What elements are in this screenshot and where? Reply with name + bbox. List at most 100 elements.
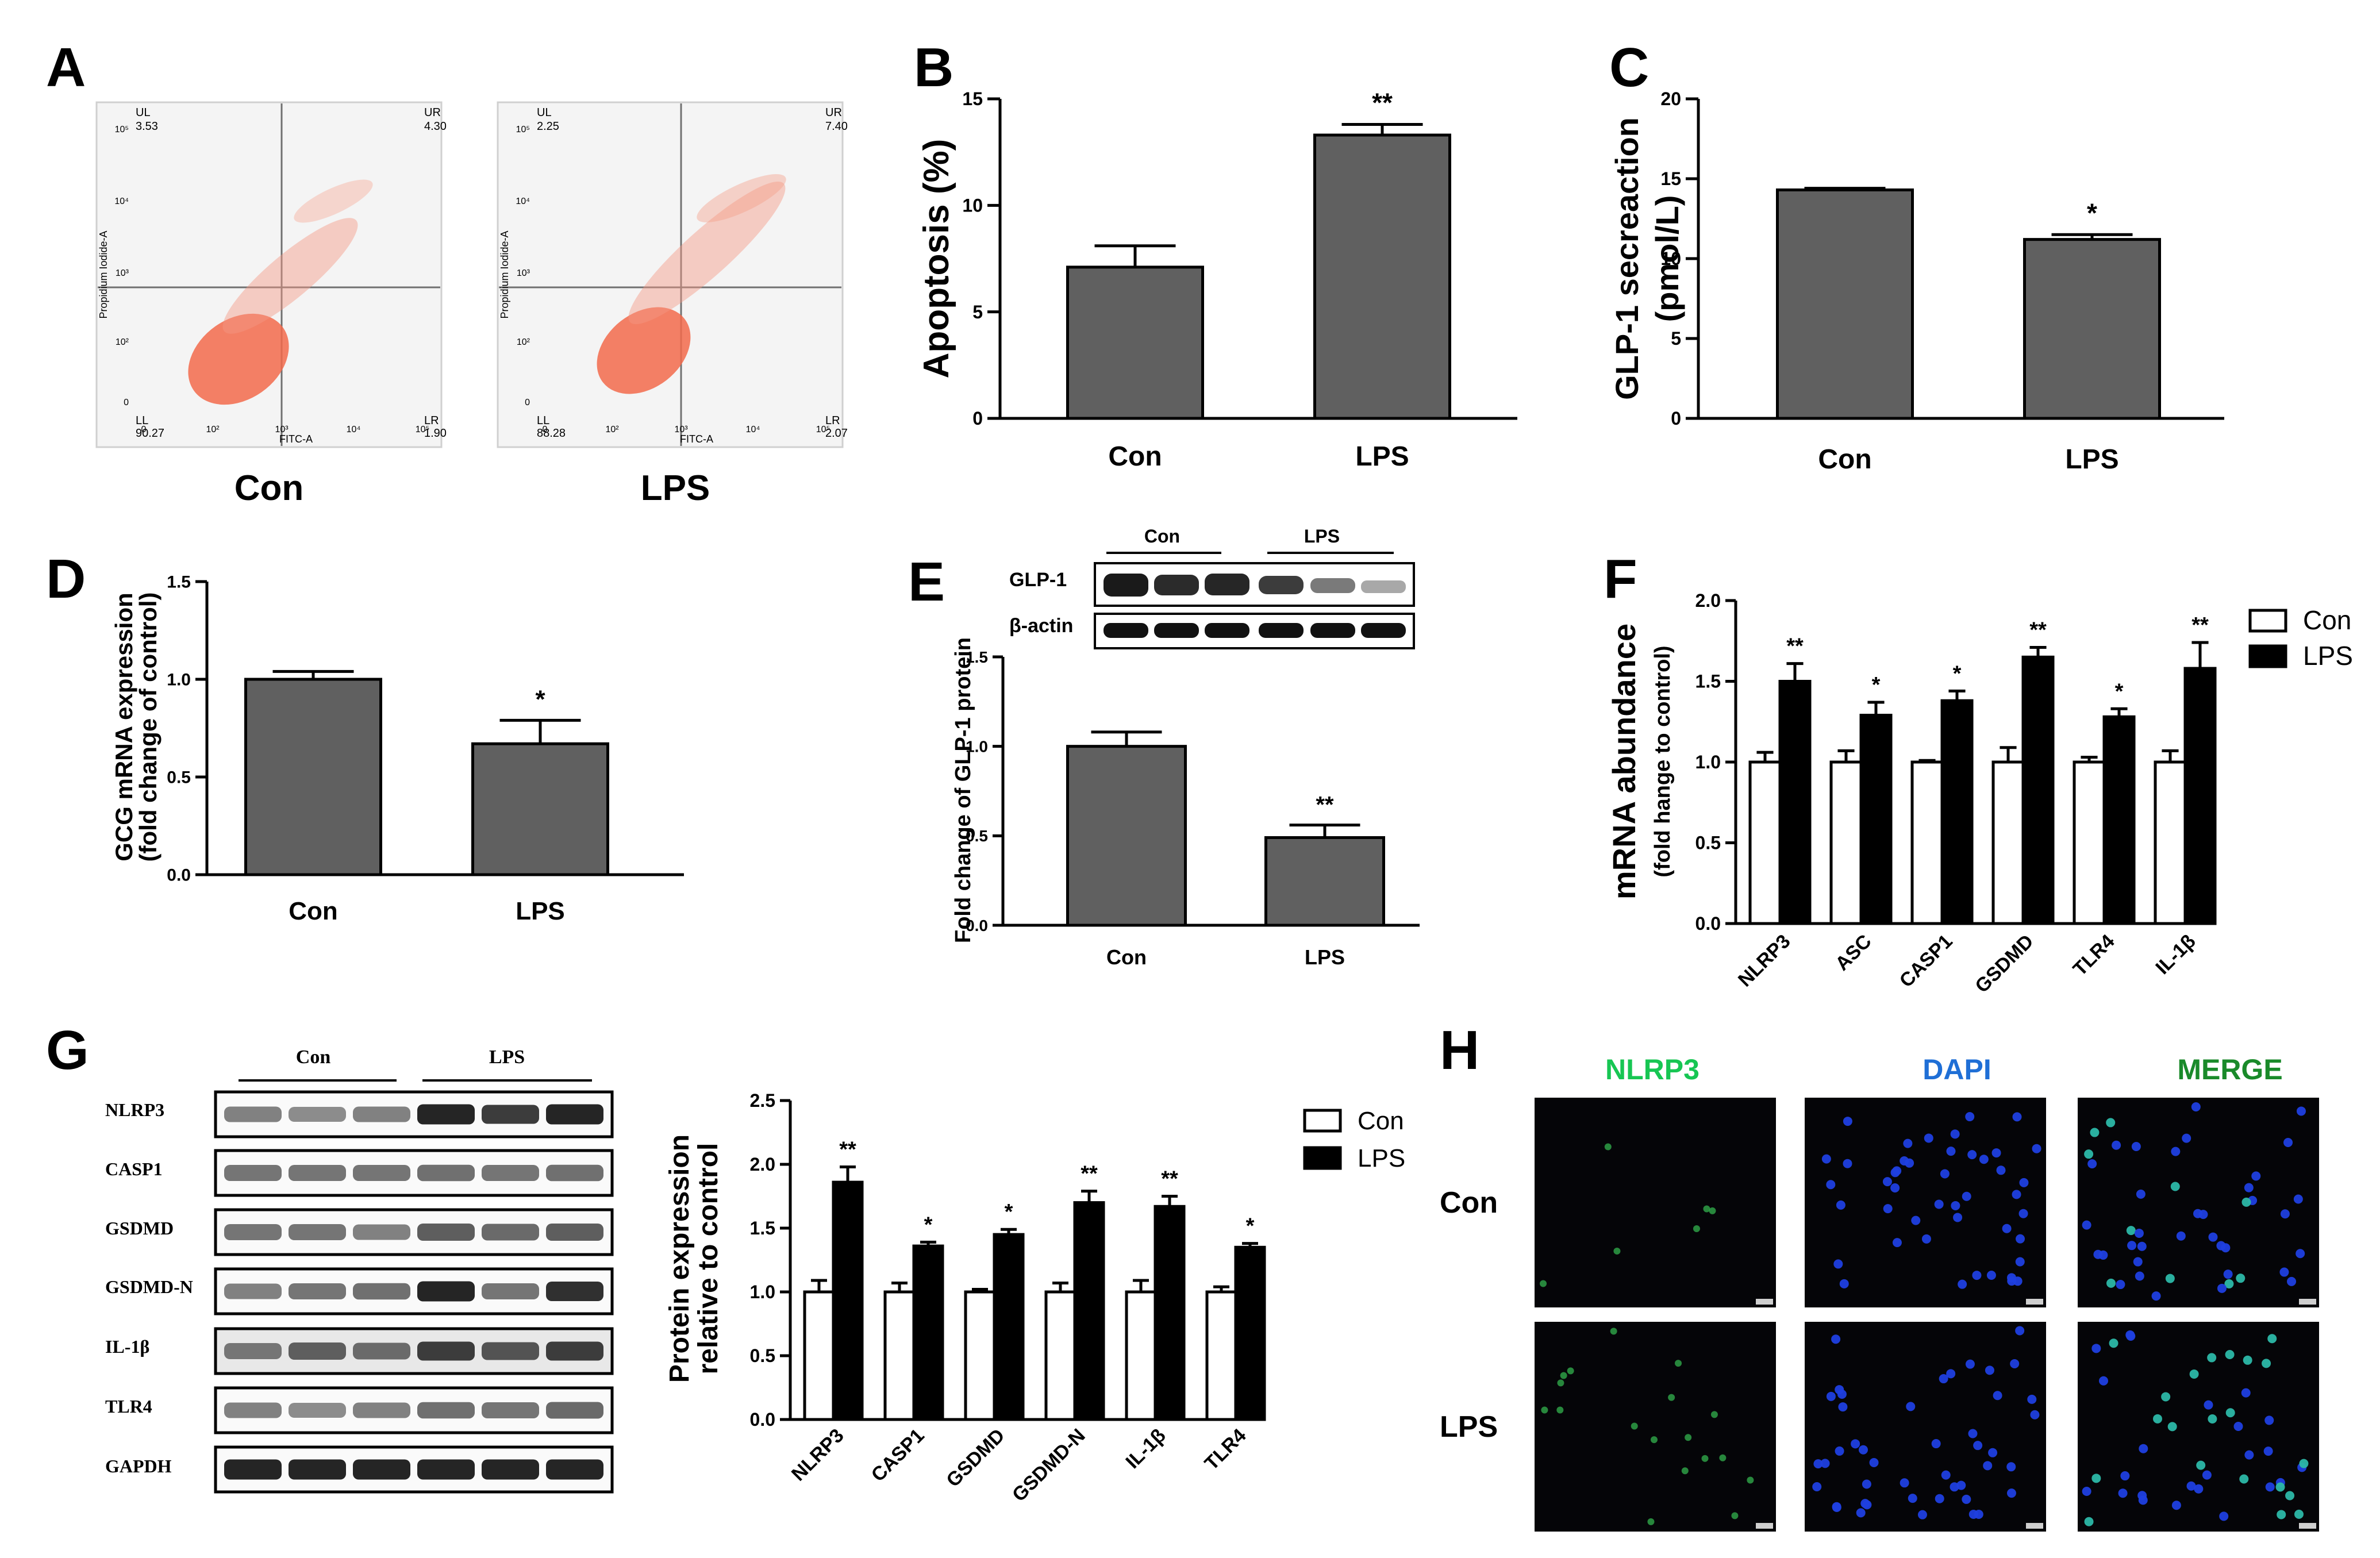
- blot-band: [224, 1224, 282, 1240]
- cell-spot: [1882, 1177, 1892, 1187]
- cell-spot: [2244, 1450, 2254, 1460]
- cell-spot: [1890, 1183, 1900, 1193]
- panel-letter: F: [1604, 548, 1637, 610]
- cell-spot: [1958, 1279, 1967, 1289]
- cell-spot: [1996, 1165, 2006, 1175]
- cell-spot: [1693, 1225, 1700, 1233]
- blot-band: [546, 1164, 603, 1182]
- cell-spot: [1826, 1180, 1836, 1190]
- bar-con: [1205, 1290, 1237, 1421]
- quadrant-ll-label: LL: [537, 414, 549, 427]
- cell-spot: [2106, 1278, 2116, 1288]
- bar-lps: [1073, 1201, 1105, 1421]
- cell-spot: [2099, 1376, 2109, 1386]
- blot-band: [482, 1165, 539, 1181]
- cell-spot: [1869, 1458, 1879, 1468]
- legend-swatch-con: [1303, 1109, 1342, 1133]
- y-axis-label: Fold change of GLP-1 protein: [951, 637, 975, 943]
- flow-plot-frame: [95, 101, 443, 448]
- cell-spot: [2204, 1400, 2213, 1410]
- legend-label-con: Con: [1358, 1107, 1404, 1135]
- y-tick-label: 1.0: [167, 671, 191, 690]
- flow-y-tick: 10²: [116, 337, 129, 347]
- blot-band: [482, 1105, 539, 1124]
- cell-spot: [2091, 1344, 2101, 1353]
- cell-population-spread: [222, 218, 358, 334]
- cell-spot: [2207, 1353, 2217, 1363]
- flow-y-label: Propidium Iodide-A: [499, 230, 510, 318]
- x-category-label: CASP1: [1895, 930, 1957, 992]
- blot-band: [353, 1165, 410, 1181]
- y-tick-label: 0: [972, 408, 983, 429]
- panel-letter: E: [908, 551, 945, 613]
- blot-bands-beta-actin: [1104, 623, 1406, 638]
- cell-spot: [2016, 1234, 2025, 1244]
- blot-label: CASP1: [105, 1159, 163, 1179]
- blot-band: [1361, 580, 1406, 593]
- cell-spot: [2243, 1355, 2252, 1365]
- y-axis-label: Protein expression: [664, 1134, 695, 1383]
- x-category-label: LPS: [2065, 444, 2118, 475]
- significance-marker: **: [2029, 618, 2047, 642]
- cell-spot: [2194, 1484, 2204, 1494]
- panel-letter: C: [1609, 37, 1649, 98]
- y-tick-label: 0.5: [966, 827, 988, 845]
- cell-spot: [1839, 1279, 1849, 1288]
- y-tick-label: 20: [1660, 89, 1681, 109]
- cell-spot: [1991, 1148, 2001, 1158]
- y-tick-label: 10: [1660, 248, 1681, 269]
- flow-y-tick: 10⁵: [115, 125, 129, 134]
- cell-spot: [1931, 1439, 1941, 1449]
- bar-lps: [832, 1180, 864, 1421]
- cell-spot: [2251, 1171, 2261, 1181]
- significance-marker: **: [1161, 1167, 1178, 1191]
- significance-marker: **: [1316, 793, 1334, 818]
- panel-letter-h: H: [1440, 1020, 1479, 1081]
- cell-spot: [2012, 1112, 2022, 1122]
- cell-spot: [1541, 1406, 1548, 1414]
- blot-band: [1154, 575, 1199, 595]
- blot-band: [546, 1341, 603, 1361]
- cell-spot: [1962, 1191, 1971, 1201]
- bar-con: [964, 1290, 996, 1421]
- blot-band: [1154, 623, 1199, 638]
- cell-spot: [1862, 1500, 1872, 1510]
- cell-spot: [1908, 1494, 1917, 1503]
- blot-group-label-lps: LPS: [1304, 526, 1340, 547]
- cell-spot: [1911, 1215, 1921, 1225]
- cell-spot: [2116, 1280, 2125, 1290]
- cell-spot: [2186, 1481, 2196, 1491]
- blot-band: [1104, 623, 1148, 638]
- microscopy-image: [1805, 1322, 2046, 1532]
- y-tick-label: 0.0: [966, 917, 988, 934]
- quadrant-ll-label: LL: [136, 414, 148, 427]
- cell-spot: [1851, 1439, 1860, 1449]
- cell-spot: [2098, 1250, 2108, 1260]
- bar: [1313, 133, 1451, 420]
- flow-y-tick: 10⁵: [516, 125, 530, 134]
- cell-spot: [2219, 1511, 2229, 1521]
- cell-spot: [1940, 1169, 1950, 1179]
- y-tick-label: 1.5: [1695, 671, 1721, 692]
- cell-spot: [2171, 1501, 2181, 1510]
- cell-spot: [1934, 1199, 1944, 1209]
- bar-con: [1125, 1290, 1157, 1421]
- y-tick-label: 5: [1671, 328, 1681, 349]
- cell-spot: [2010, 1359, 2020, 1368]
- panel-letter: G: [46, 1020, 89, 1081]
- quadrant-ul-value: 2.25: [537, 120, 559, 133]
- cell-spot: [1675, 1360, 1682, 1367]
- cell-spot: [1965, 1359, 1975, 1369]
- cell-spot: [1892, 1238, 1902, 1248]
- blot-band: [482, 1342, 539, 1360]
- blot-band: [482, 1402, 539, 1418]
- blot-band: [224, 1343, 282, 1359]
- blot-band: [289, 1224, 346, 1240]
- cell-population-spread: [628, 181, 786, 325]
- cell-spot: [2006, 1462, 2016, 1472]
- scale-bar: [2026, 1523, 2043, 1529]
- significance-marker: **: [1081, 1162, 1098, 1186]
